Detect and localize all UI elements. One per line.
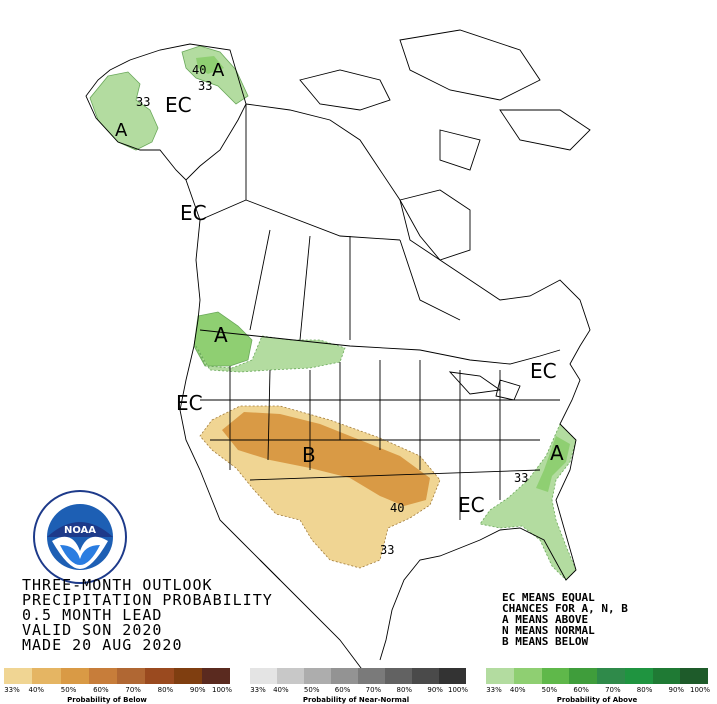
label-c33-alaska-north: 33 [198, 79, 212, 93]
label-ec-bc: EC [180, 201, 207, 225]
scale-above-tick: 80% [636, 686, 653, 694]
noaa-logo-text: NOAA [64, 525, 96, 536]
scale-normal-swatch [439, 668, 466, 684]
scale-below-swatch [4, 668, 33, 684]
scale-above-swatch [652, 668, 681, 684]
scale-above [486, 668, 708, 684]
scale-above-tick: 70% [605, 686, 621, 694]
scale-normal-tick: 80% [396, 686, 413, 694]
scale-above-swatch [486, 668, 514, 684]
caption-normal: Probability of Near-Normal [302, 696, 410, 704]
scale-below-tick: 60% [93, 686, 109, 694]
scale-normal-tick: 60% [334, 686, 351, 694]
scale-below-tick: 80% [157, 686, 174, 694]
scale-above-tick: 100% [689, 686, 711, 694]
label-ec-south: EC [458, 493, 485, 517]
southwest-below-core [222, 412, 430, 506]
scale-normal [250, 668, 466, 684]
scale-above-tick: 60% [573, 686, 589, 694]
scale-above-swatch [624, 668, 653, 684]
scale-normal-tick: 40% [273, 686, 289, 694]
scale-normal-tick: 90% [427, 686, 443, 694]
alaska-above-region [89, 71, 159, 151]
label-ec-west: EC [176, 391, 203, 415]
scale-normal-tick: 100% [447, 686, 469, 694]
scale-above-tick: 50% [541, 686, 558, 694]
scale-below-swatch [60, 668, 89, 684]
scale-below-tick: 50% [60, 686, 77, 694]
legend-note-5: B MEANS BELOW [502, 635, 589, 648]
scale-above-swatch [513, 668, 542, 684]
scale-below-tick: 33% [4, 686, 20, 694]
noaa-logo: NOAA [33, 490, 127, 584]
northwest-above-outer [195, 335, 346, 373]
ticks-below: 33% 40% 50% 60% 70% 80% 90% 100% [4, 686, 233, 695]
scale-below-tick: 40% [28, 686, 45, 694]
title-line-5: MADE 20 AUG 2020 [22, 636, 183, 654]
title-line-4: VALID SON 2020 [22, 621, 163, 639]
scale-above-tick: 33% [486, 686, 502, 694]
scale-above-swatch [569, 668, 597, 684]
southeast-above-core [536, 436, 570, 492]
scale-above-swatch [597, 668, 625, 684]
label-a-southeast: A [550, 441, 564, 465]
scale-normal-swatch [304, 668, 331, 684]
scale-above-tick: 40% [509, 686, 526, 694]
ticks-above: 33% 40% 50% 60% 70% 80% 90% 100% [486, 686, 711, 695]
scale-above-tick: 90% [668, 686, 685, 694]
scale-normal-tick: 33% [250, 686, 266, 694]
label-c40-alaska: 40 [192, 63, 206, 77]
legend-note-3: A MEANS ABOVE [502, 613, 589, 626]
scale-normal-tick: 70% [365, 686, 382, 694]
scale-below-swatch [88, 668, 117, 684]
scale-above-swatch [541, 668, 570, 684]
scale-above-swatch [680, 668, 708, 684]
scale-below-swatch [145, 668, 174, 684]
legend-note-4: N MEANS NORMAL [502, 624, 595, 637]
alaska-north-above-core [196, 56, 224, 74]
title-line-2: PRECIPITATION PROBABILITY [22, 591, 273, 609]
scale-below-tick: 70% [125, 686, 141, 694]
scale-normal-swatch [412, 668, 439, 684]
title-line-1: THREE-MONTH OUTLOOK [22, 576, 213, 594]
scale-below-swatch [201, 668, 230, 684]
scale-below-swatch [173, 668, 202, 684]
scale-normal-swatch [331, 668, 358, 684]
legend-note-1: EC MEANS EQUAL [502, 591, 595, 604]
scale-normal-swatch [385, 668, 412, 684]
scale-below-tick: 90% [189, 686, 206, 694]
label-c33-southeast: 33 [514, 471, 528, 485]
scale-below [4, 668, 230, 684]
caption-below: Probability of Below [67, 696, 147, 704]
scale-below-tick: 100% [211, 686, 233, 694]
northwest-above-region [193, 311, 253, 367]
scale-normal-swatch [250, 668, 277, 684]
title-block: THREE-MONTH OUTLOOK PRECIPITATION PROBAB… [22, 578, 273, 653]
label-b-southwest: B [302, 443, 316, 467]
label-a-alaska-north: A [212, 60, 225, 81]
label-c33-texas: 33 [380, 543, 394, 557]
label-c33-alaska-west: 33 [136, 95, 150, 109]
label-ec-alaska: EC [165, 93, 192, 117]
scale-normal-swatch [358, 668, 385, 684]
caption-above: Probability of Above [556, 696, 638, 704]
label-a-northwest: A [214, 323, 228, 347]
boundaries [85, 29, 591, 681]
scale-normal-tick: 50% [303, 686, 320, 694]
legend-notes: EC MEANS EQUAL CHANCES FOR A, N, B A MEA… [502, 592, 628, 647]
title-line-3: 0.5 MONTH LEAD [22, 606, 163, 624]
scale-below-swatch [32, 668, 61, 684]
label-c40-plains: 40 [390, 501, 404, 515]
label-ec-east: EC [530, 359, 557, 383]
legend-note-2: CHANCES FOR A, N, B [502, 602, 628, 615]
ticks-normal: 33% 40% 50% 60% 70% 80% 90% 100% [250, 686, 469, 695]
label-a-alaska-west: A [115, 120, 128, 141]
scale-normal-swatch [277, 668, 304, 684]
scale-below-swatch [117, 668, 146, 684]
